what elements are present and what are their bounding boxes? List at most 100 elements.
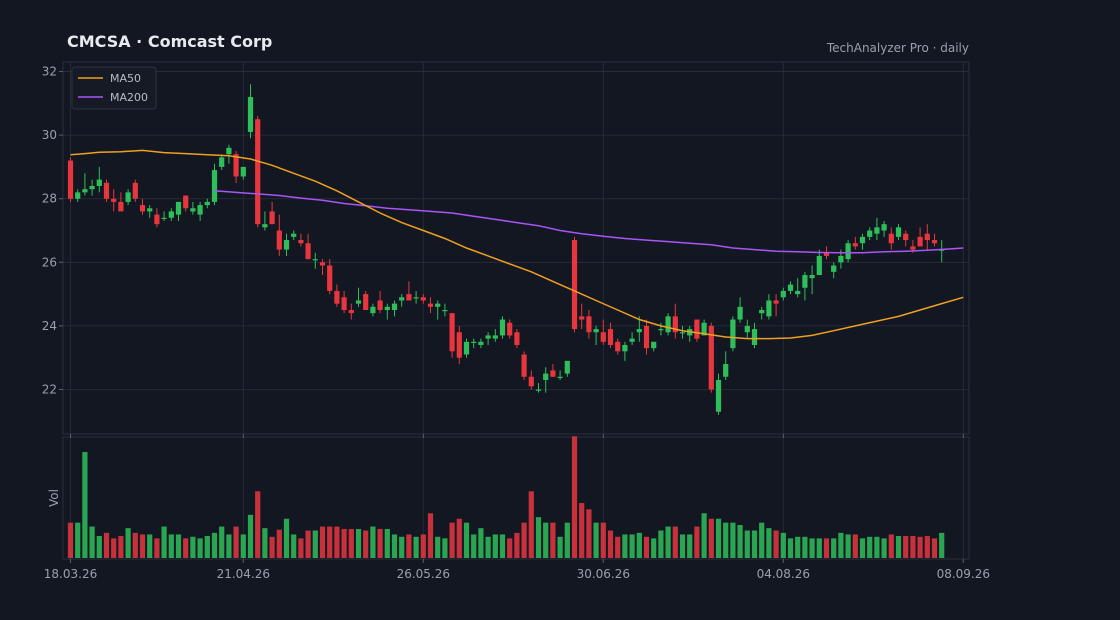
volume-bar — [377, 528, 383, 558]
candle-down — [514, 332, 520, 345]
volume-bar — [744, 530, 750, 558]
candle-up — [262, 224, 268, 228]
candle-up — [881, 224, 887, 231]
candle-up — [715, 379, 722, 412]
candle-up — [564, 360, 570, 374]
price-tick-label: 24 — [42, 319, 57, 333]
volume-bar — [795, 536, 801, 558]
volume-bar — [132, 532, 138, 558]
candle-down — [139, 205, 146, 212]
volume-bar — [809, 538, 815, 558]
candle-down — [823, 252, 830, 256]
candle-down — [154, 214, 160, 225]
volume-bar — [874, 536, 880, 558]
candle-down — [449, 313, 455, 352]
volume-bar — [226, 534, 232, 558]
candle-up — [75, 192, 81, 199]
candle-down — [269, 211, 275, 225]
candle-up — [535, 389, 542, 391]
candle-down — [571, 240, 578, 330]
chart-title: CMCSA · Comcast Corp — [67, 32, 273, 51]
volume-bar — [355, 528, 362, 558]
volume-bar — [715, 518, 722, 558]
candle-up — [312, 259, 318, 261]
volume-bar — [859, 538, 866, 558]
volume-bar — [507, 538, 513, 558]
candle-down — [550, 370, 556, 377]
volume-bar — [341, 528, 347, 558]
candle-up — [751, 329, 758, 345]
candle-up — [190, 208, 196, 212]
volume-bar — [103, 532, 110, 558]
candle-up — [744, 325, 750, 333]
volume-bar — [291, 534, 297, 558]
volume-bars — [67, 436, 945, 558]
volume-bar — [917, 536, 923, 558]
candle-up — [766, 300, 772, 317]
volume-bar — [492, 534, 498, 558]
volume-bar — [190, 536, 196, 558]
volume-bar — [499, 534, 506, 558]
candle-up — [355, 300, 362, 304]
candle-down — [708, 325, 714, 390]
data-source-label: TechAnalyzer Pro · daily — [826, 41, 969, 55]
volume-bar — [903, 536, 909, 558]
candle-down — [276, 230, 282, 250]
candle-down — [773, 300, 779, 304]
candle-up — [204, 201, 210, 206]
candle-up — [895, 227, 902, 237]
candle-down — [111, 198, 117, 202]
volume-bar — [183, 538, 189, 558]
volume-bar — [233, 526, 239, 558]
candle-up — [247, 96, 254, 132]
candle-down — [528, 376, 534, 387]
volume-bar — [96, 536, 102, 558]
date-tick-label: 08.09.26 — [937, 567, 990, 581]
price-tick-label: 22 — [42, 382, 57, 396]
candle-up — [413, 297, 419, 299]
candle-up — [197, 205, 203, 215]
candle-down — [507, 322, 513, 336]
volume-bar — [881, 538, 887, 558]
volume-bar — [751, 530, 758, 558]
date-tick-label: 26.05.26 — [397, 567, 450, 581]
volume-bar — [255, 491, 261, 558]
candle-down — [420, 297, 426, 301]
volume-bar — [528, 491, 534, 558]
volume-bar — [125, 528, 131, 558]
volume-bar — [175, 534, 182, 558]
candle-up — [499, 319, 506, 336]
candle-down — [132, 182, 138, 199]
candle-down — [255, 119, 261, 225]
volume-bar — [269, 536, 275, 558]
candle-up — [831, 265, 837, 272]
volume-bar — [867, 536, 873, 558]
date-tick-label: 04.08.26 — [757, 567, 810, 581]
volume-bar — [895, 536, 902, 558]
candle-down — [694, 319, 700, 339]
price-tick-label: 30 — [42, 128, 57, 142]
volume-bar — [543, 522, 549, 558]
volume-bar — [240, 534, 246, 558]
volume-bar — [924, 536, 930, 558]
candle-up — [802, 275, 808, 288]
candles — [67, 84, 945, 415]
candle-down — [615, 341, 621, 352]
candle-up — [463, 341, 470, 355]
candle-up — [701, 322, 707, 336]
candle-down — [586, 316, 592, 333]
volume-bar — [262, 528, 268, 558]
candle-up — [816, 255, 822, 276]
volume-bar — [276, 529, 282, 558]
candle-up — [859, 236, 866, 244]
candle-up — [283, 240, 290, 250]
candle-up — [737, 306, 743, 320]
candle-up — [795, 290, 801, 295]
candle-up — [593, 329, 599, 333]
candle-down — [521, 354, 527, 377]
volume-bar — [161, 526, 167, 558]
candle-down — [377, 300, 383, 310]
candle-down — [672, 316, 678, 333]
volume-bar — [521, 522, 527, 558]
